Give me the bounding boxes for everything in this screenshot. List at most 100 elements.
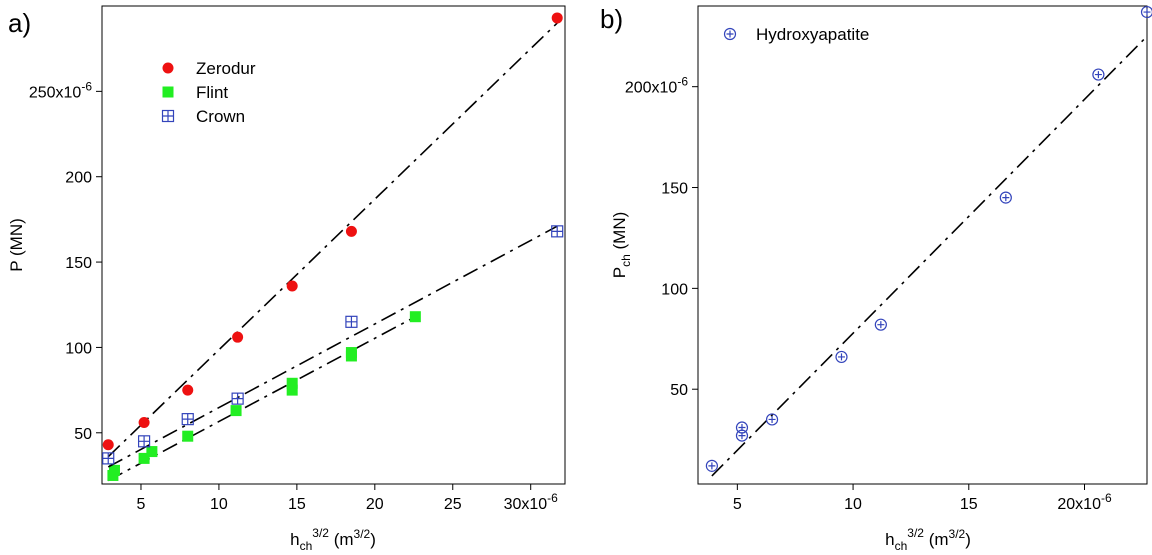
data-point-cross [138,435,150,447]
series-crown [102,225,564,468]
panel-b-chart: b) 5 10 15 20x10-6 50 100 150 200x10-6 hch3/2 (m… [600,4,1152,553]
y-tick-label: 100 [661,281,688,298]
data-point-ring [705,459,718,472]
data-point-cross [708,462,716,470]
data-point-ring [735,421,749,434]
data-point-cross [182,413,194,425]
x-tick-label: 10 [210,496,228,513]
x-tick-label: 30x10-6 [504,491,559,513]
data-point-cross [1002,194,1010,202]
data-point-cross [1143,8,1151,16]
x-tick-label: 15 [960,496,978,513]
data-point [835,350,848,364]
legend-marker-zerodur [162,62,174,74]
data-point [345,225,357,237]
data-point-ring [1140,5,1152,19]
fit-line-crown [107,225,558,468]
legend-label-hydroxyapatite: Hydroxyapatite [756,25,869,44]
legend-marker-crown-cross [162,110,174,122]
data-point [409,311,421,323]
data-point [182,384,194,396]
data-point-cross [738,424,746,432]
data-point [345,347,357,359]
legend-marker-flint [162,86,174,98]
y-tick-label: 200 [65,170,92,187]
data-point [345,315,358,328]
y-axis-label: P (MN) [7,218,26,272]
y-tick-label: 50 [670,382,688,399]
y-tick-label: 150 [65,255,92,272]
data-point [102,452,115,465]
series-flint [107,311,421,482]
legend-marker-crown [161,109,175,123]
data-point [138,417,150,429]
legend-marker-hydroxyapatite-ring [723,27,737,41]
panel-a-label: a) [8,8,31,38]
x-axis-label: hch3/2 (m3/2) [290,526,376,553]
plot-frame [697,5,1148,485]
series-zerodur [102,12,563,458]
data-point [146,446,158,458]
data-point [874,318,887,331]
panel-a-chart: a) 5 10 15 20 25 30x10-6 50 100 150 200 250x10-6 hc… [7,5,566,553]
data-point [182,430,194,442]
data-point [286,280,298,292]
data-point [232,331,244,343]
data-point [735,421,749,434]
data-point [551,225,564,238]
legend-label-crown: Crown [196,107,245,126]
x-tick-label: 15 [288,496,306,513]
data-point-ring [999,191,1012,204]
fit-line-flint [107,315,416,482]
data-point-cross [102,452,114,464]
data-point [551,12,563,24]
data-point [231,392,244,405]
data-point [181,413,194,426]
x-tick-label: 25 [444,496,462,513]
data-point-cross [232,393,244,405]
data-point [102,439,114,451]
legend-marker-hydroxyapatite [723,27,737,41]
data-point-cross [877,321,885,329]
data-point [1092,68,1105,81]
y-tick-label: 100 [65,340,92,357]
series-hydroxyapatite [705,5,1152,477]
data-point [286,384,298,396]
x-axis-label: hch3/2 (m3/2) [885,526,971,553]
x-tick-label: 5 [137,496,146,513]
fit-line-hydroxyapatite [711,35,1148,477]
data-point [286,377,298,389]
legend-label-flint: Flint [196,83,228,102]
plot-frame [101,5,566,485]
data-point-ring [835,350,848,364]
legend-label-zerodur: Zerodur [196,59,256,78]
data-point-cross [551,225,563,237]
x-tick-label: 10 [844,496,862,513]
data-point [1140,5,1152,19]
y-tick-label: 50 [74,426,92,443]
data-point-cross [345,316,357,328]
data-point-ring [1092,68,1105,81]
data-point-cross [837,353,845,361]
data-point [138,452,150,464]
legend-marker-hydroxyapatite-cross [726,30,734,38]
data-point-ring [765,413,779,426]
fit-line-zerodur [107,22,558,458]
data-point-cross [1094,71,1102,79]
x-tick-label: 5 [733,496,742,513]
data-point-ring [874,318,887,331]
y-axis-label: Pch (MN) [610,212,633,279]
data-point [765,413,779,426]
x-tick-label: 20 [366,496,384,513]
data-point [999,191,1012,204]
y-tick-label: 150 [661,181,688,198]
data-point-cross [768,415,776,423]
panel-b-label: b) [600,4,623,34]
y-tick-label: 200x10-6 [625,75,688,97]
data-point [705,459,718,472]
data-point [108,464,120,476]
data-point [137,435,151,448]
data-point [230,405,242,417]
x-tick-label: 20x10-6 [1057,491,1112,513]
